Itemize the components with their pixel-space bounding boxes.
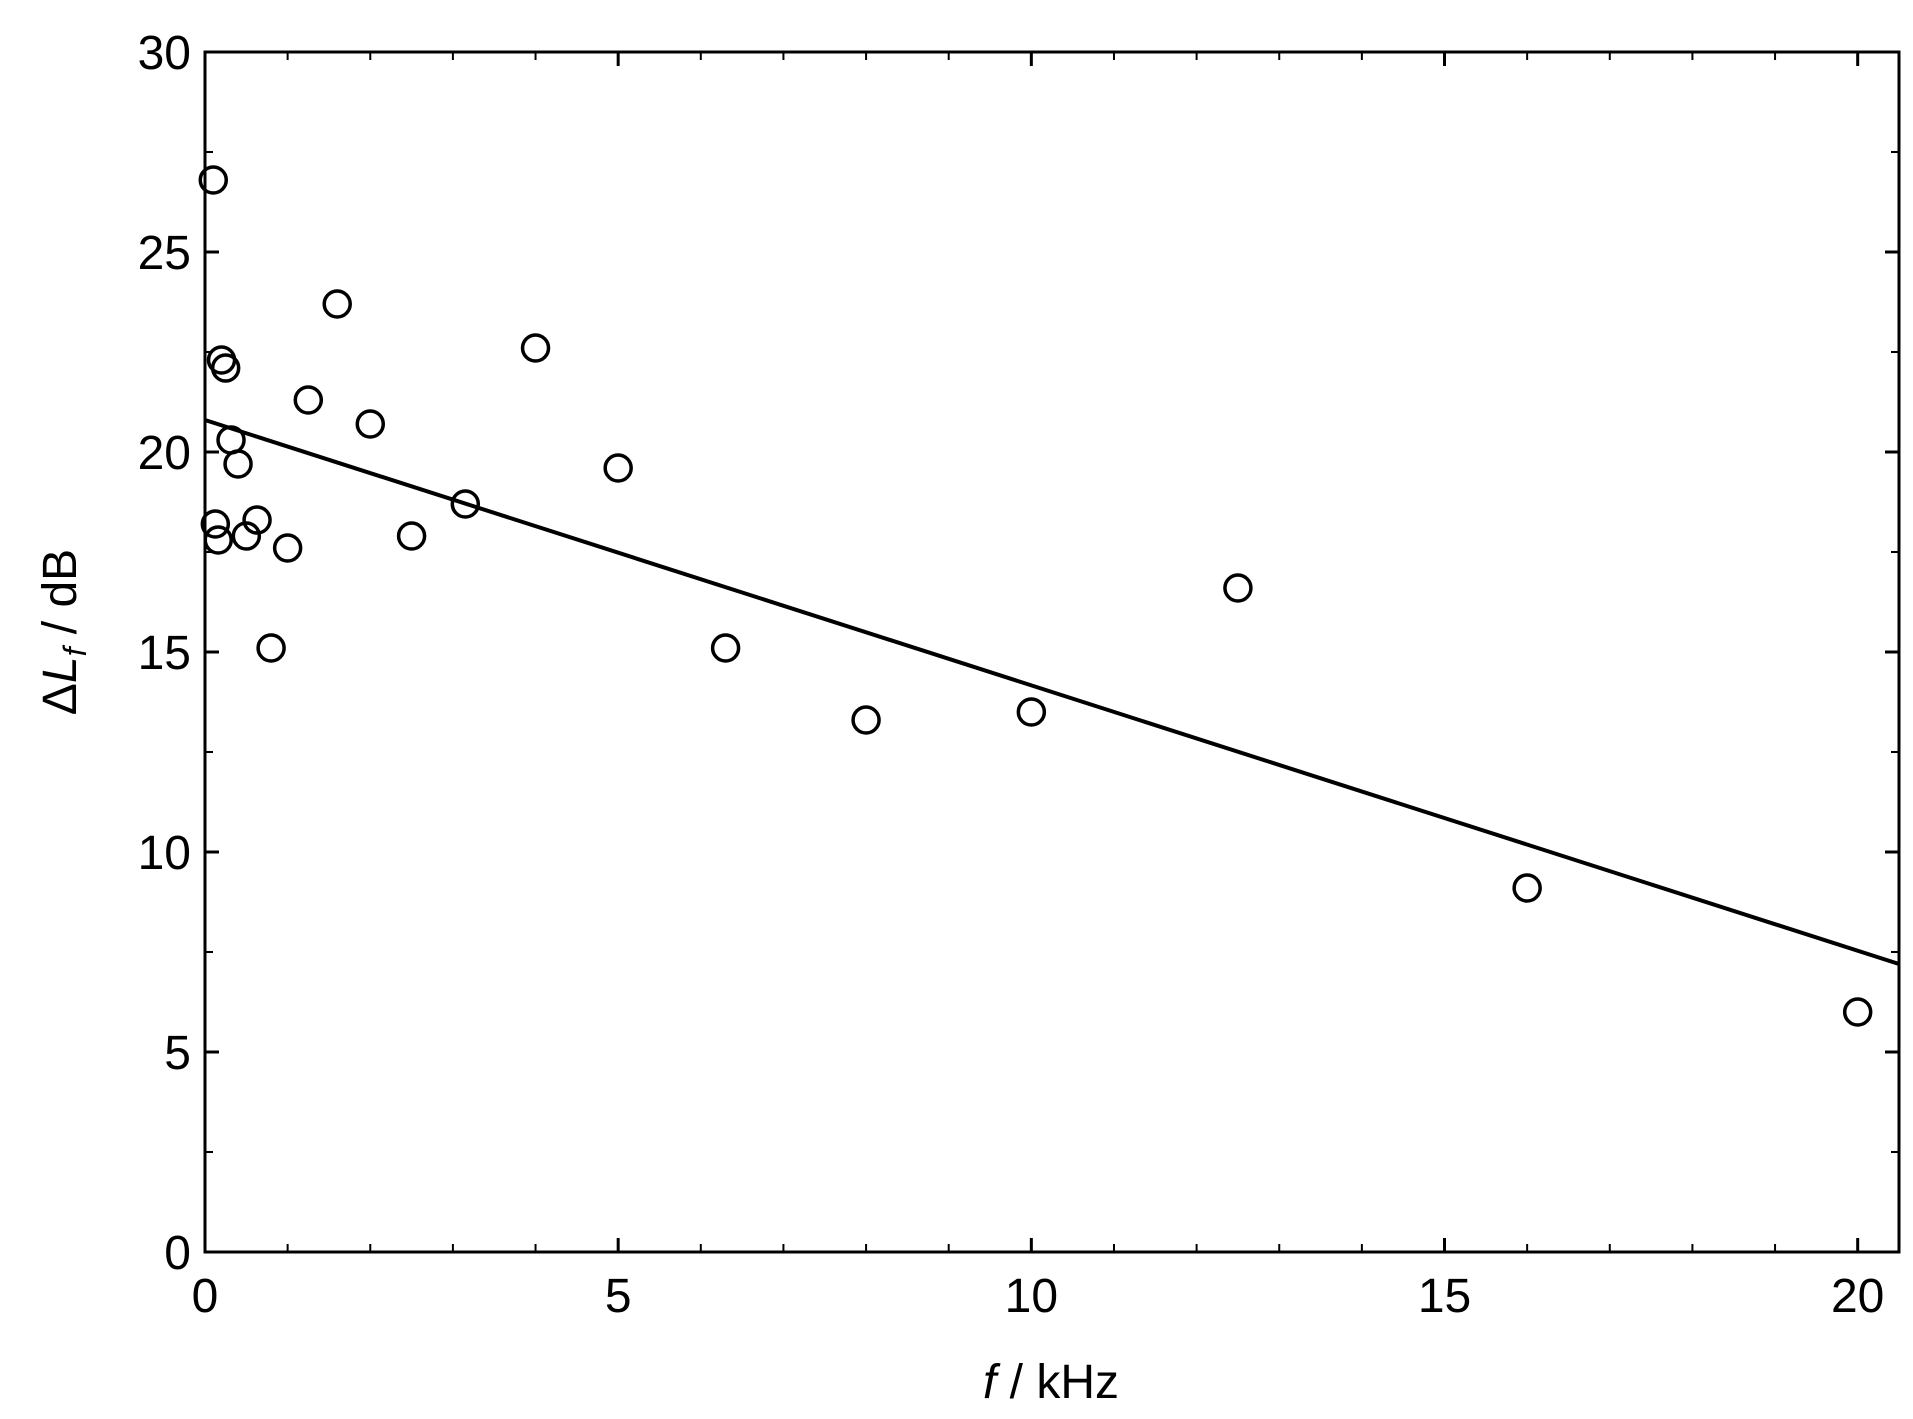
y-tick-label: 15 <box>138 627 191 680</box>
data-point <box>200 509 231 539</box>
y-tick-label: 10 <box>138 827 191 880</box>
data-point <box>293 385 324 415</box>
data-point <box>256 633 286 663</box>
data-point <box>231 521 262 551</box>
data-point <box>272 533 303 563</box>
plot-frame <box>203 50 1901 1254</box>
data-point <box>1842 997 1873 1027</box>
y-tick-label: 25 <box>138 227 191 280</box>
data-point <box>355 409 386 439</box>
data-point <box>210 353 241 383</box>
data-point <box>223 449 253 479</box>
data-point <box>396 521 427 551</box>
y-tick-label: 5 <box>164 1027 191 1080</box>
y-axis-label-symbol: L <box>34 656 87 683</box>
fit-line <box>204 418 1900 966</box>
x-axis-label-unit: / kHz <box>996 1356 1119 1409</box>
data-point <box>1223 573 1253 603</box>
data-point <box>851 705 881 735</box>
data-point <box>520 333 551 363</box>
data-point <box>322 289 352 319</box>
y-tick-label: 0 <box>164 1227 191 1280</box>
data-point <box>198 165 229 195</box>
data-point <box>216 425 246 455</box>
y-axis-label: ΔLf / dB <box>34 549 93 715</box>
x-tick-label: 15 <box>1418 1270 1471 1323</box>
y-tick-label: 20 <box>138 427 191 480</box>
data-point <box>1016 697 1047 727</box>
x-tick-label: 10 <box>1005 1270 1058 1323</box>
data-point <box>710 633 741 663</box>
y-tick-label: 30 <box>138 27 191 80</box>
y-axis-label-delta: Δ <box>34 683 87 715</box>
x-tick-label: 0 <box>192 1270 219 1323</box>
tick-labels: 0 5 10 15 20 0 5 10 15 20 25 30 <box>138 27 1885 1323</box>
data-point <box>1512 873 1542 903</box>
x-tick-label: 20 <box>1831 1270 1884 1323</box>
axis-ticks <box>203 50 1899 1254</box>
x-tick-label: 5 <box>605 1270 632 1323</box>
data-point <box>242 505 272 535</box>
data-point <box>450 489 481 519</box>
data-point <box>203 525 233 555</box>
data-points <box>198 165 1873 1027</box>
x-axis-label: f / kHz <box>983 1356 1119 1409</box>
y-axis-label-unit: / dB <box>34 549 87 648</box>
data-point <box>603 453 633 483</box>
